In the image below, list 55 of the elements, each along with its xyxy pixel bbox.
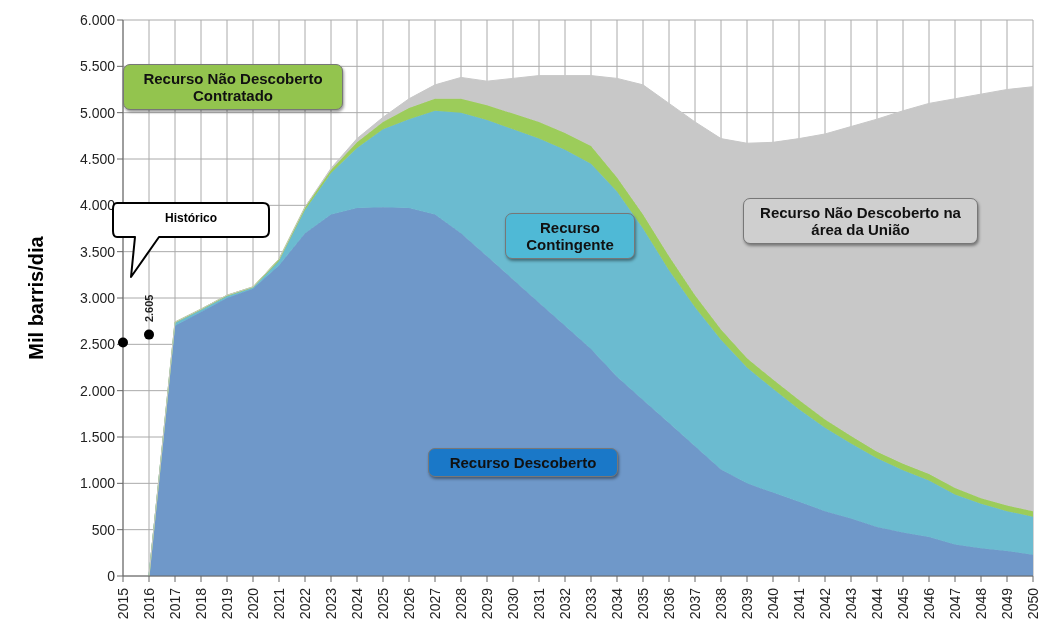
x-tick-label: 2026	[401, 587, 417, 620]
y-tick-label: 4.500	[79, 150, 116, 167]
series-label: Recurso Não Descoberto na área da União	[743, 198, 978, 244]
y-tick-label: 5.000	[79, 104, 116, 121]
series-label: Recurso Descoberto	[428, 448, 618, 477]
x-tick-label: 2025	[375, 587, 391, 620]
y-tick-label: 3.500	[79, 243, 116, 260]
x-tick-label: 2031	[531, 587, 547, 620]
y-tick-label: 2.500	[79, 336, 116, 353]
x-tick-label: 2045	[895, 587, 911, 620]
x-tick-label: 2034	[609, 587, 625, 620]
x-tick-label: 2024	[349, 587, 365, 620]
x-tick-label: 2030	[505, 587, 521, 620]
x-tick-label: 2049	[999, 587, 1015, 620]
x-tick-label: 2027	[427, 587, 443, 620]
x-tick-label: 2035	[635, 587, 651, 620]
x-tick-label: 2018	[193, 587, 209, 620]
x-tick-label: 2016	[141, 587, 157, 620]
x-tick-label: 2042	[817, 587, 833, 620]
y-tick-label: 1.000	[79, 475, 116, 492]
x-tick-label: 2020	[245, 587, 261, 620]
x-tick-label: 2047	[947, 587, 963, 620]
y-tick-label: 3.000	[79, 289, 116, 306]
x-tick-label: 2046	[921, 587, 937, 620]
x-tick-label: 2036	[661, 587, 677, 620]
x-tick-label: 2043	[843, 587, 859, 620]
x-tick-label: 2029	[479, 587, 495, 620]
x-tick-label: 2050	[1025, 587, 1041, 620]
x-tick-label: 2032	[557, 587, 573, 620]
x-tick-label: 2038	[713, 587, 729, 620]
x-tick-label: 2037	[687, 587, 703, 620]
x-tick-label: 2017	[167, 587, 183, 620]
x-tick-label: 2044	[869, 587, 885, 620]
x-tick-label: 2021	[271, 587, 287, 620]
data-label: 2.605	[143, 294, 155, 323]
y-tick-label: 500	[91, 521, 116, 538]
x-tick-label: 2028	[453, 587, 469, 620]
y-tick-label: 0	[107, 567, 116, 584]
x-tick-label: 2039	[739, 587, 755, 620]
x-tick-label: 2023	[323, 587, 339, 620]
y-tick-label: 5.500	[79, 58, 116, 75]
x-tick-label: 2033	[583, 587, 599, 620]
x-tick-label: 2041	[791, 587, 807, 620]
y-tick-label: 2.000	[79, 382, 116, 399]
x-tick-label: 2040	[765, 587, 781, 620]
y-axis-title: Mil barris/dia	[25, 235, 48, 360]
x-tick-label: 2022	[297, 587, 313, 620]
x-tick-label: 2048	[973, 587, 989, 620]
text: Recurso Não Descoberto Contratado	[123, 64, 343, 110]
x-tick-label: 2015	[115, 587, 131, 620]
x-tick-label: 2019	[219, 587, 235, 620]
y-tick-label: 6.000	[79, 11, 116, 28]
series-label: Recurso Contingente	[505, 213, 635, 259]
y-tick-label: 1.500	[79, 428, 116, 445]
annotation: Histórico	[164, 211, 217, 225]
